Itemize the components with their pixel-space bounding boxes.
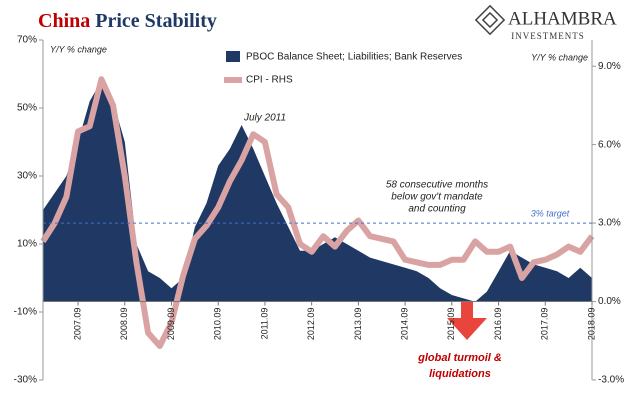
logo: ALHAMBRA INVESTMENTS (474, 4, 617, 41)
x-tick-label: 2010.09 (213, 308, 223, 341)
y-tick-label: 10% (17, 239, 37, 250)
x-tick-label: 2015.09 (446, 308, 456, 341)
x-tick-label: 2016.09 (493, 308, 503, 341)
y2-tick-label: 3.0% (598, 218, 621, 229)
y2-tick-label: 6.0% (598, 139, 621, 150)
legend-label: PBOC Balance Sheet; Liabilities; Bank Re… (246, 52, 462, 63)
y-tick-label: 50% (17, 103, 37, 114)
target-label: 3% target (531, 208, 570, 218)
x-tick-label: 2017.09 (540, 308, 550, 341)
logo-mark (481, 11, 499, 29)
y2-tick-label: -3.0% (598, 375, 624, 386)
x-tick-label: 2014.09 (399, 308, 409, 341)
logo-text: ALHAMBRA (508, 8, 617, 29)
chart-title: China Price Stability (38, 10, 217, 32)
y2-axis-label: Y/Y % change (531, 52, 588, 62)
annotation: below gov't mandate (391, 192, 483, 203)
y-tick-label: 30% (17, 171, 37, 182)
x-tick-label: 2008.09 (119, 308, 129, 341)
annotation: global turmoil & (417, 352, 502, 364)
x-tick-label: 2018.09 (586, 308, 596, 341)
annotation: 58 consecutive months (386, 180, 488, 191)
x-tick-label: 2011.09 (259, 308, 269, 340)
y2-tick-label: 0.0% (598, 296, 621, 307)
x-tick-label: 2007.09 (72, 308, 82, 341)
x-tick-label: 2012.09 (306, 308, 316, 341)
y-tick-label: -10% (14, 307, 37, 318)
logo-text: INVESTMENTS (511, 31, 585, 41)
title-part: China (38, 10, 90, 32)
y2-tick-label: 9.0% (598, 61, 621, 72)
legend-label: CPI - RHS (246, 75, 293, 86)
y-tick-label: -30% (14, 375, 37, 386)
x-tick-label: 2009.09 (166, 308, 176, 341)
arrow (447, 302, 487, 340)
line (40, 76, 595, 349)
y-tick-label: 70% (17, 35, 37, 46)
x-tick-label: 2013.09 (353, 308, 363, 341)
title-part: Price Stability (95, 10, 217, 32)
logo-mark (474, 4, 506, 36)
annotation: July 2011 (243, 113, 286, 124)
legend-swatch (226, 51, 240, 62)
annotation: liquidations (429, 368, 491, 380)
y-axis-label: Y/Y % change (50, 44, 107, 54)
annotation: and counting (408, 204, 466, 215)
